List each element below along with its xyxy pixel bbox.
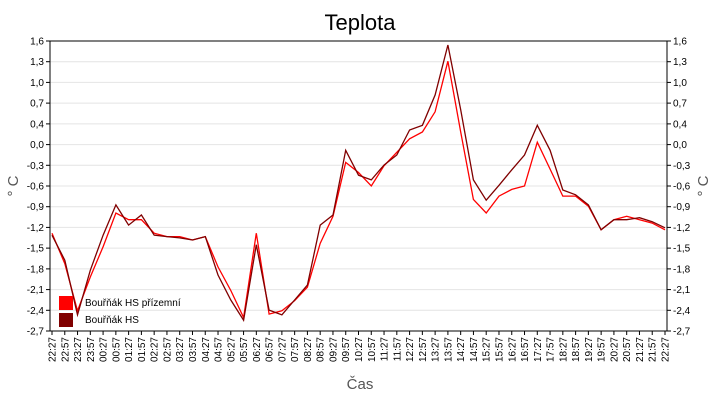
y-tick-label: -1,5 [27, 244, 45, 255]
y-tick-label: -0,6 [27, 182, 45, 193]
y2-tick-label: -0,3 [673, 161, 691, 172]
y2-tick-label: 1,6 [673, 37, 687, 48]
x-tick-label: 03:57 [188, 337, 199, 362]
x-tick-label: 02:57 [162, 337, 173, 362]
y-axis-label: ° C [5, 175, 22, 196]
x-tick-label: 14:27 [456, 337, 467, 362]
x-tick-label: 09:27 [328, 337, 339, 362]
x-tick-label: 00:27 [99, 337, 110, 362]
y-tick-label: 0,0 [30, 140, 44, 151]
y-tick-label: -0,3 [27, 161, 45, 172]
x-tick-label: 22:57 [60, 337, 71, 362]
x-tick-label: 15:27 [482, 337, 493, 362]
legend-label: Bouřňák HS přízemní [85, 298, 181, 309]
y-tick-label: 0,4 [30, 119, 44, 130]
y2-tick-label: 1,0 [673, 78, 687, 89]
x-tick-label: 14:57 [469, 337, 480, 362]
y2-tick-label: 0,4 [673, 119, 687, 130]
x-tick-label: 23:27 [73, 337, 84, 362]
y-tick-label: -2,7 [27, 327, 45, 338]
x-tick-label: 05:27 [226, 337, 237, 362]
y2-tick-label: 1,3 [673, 57, 687, 68]
x-tick-label: 11:27 [380, 337, 391, 362]
x-tick-label: 20:27 [609, 337, 620, 362]
x-tick-label: 03:27 [175, 337, 186, 362]
x-tick-label: 13:57 [443, 337, 454, 362]
x-tick-label: 06:27 [252, 337, 263, 362]
y2-tick-label: -0,9 [673, 202, 691, 213]
legend-label: Bouřňák HS [85, 315, 139, 326]
x-tick-label: 10:27 [354, 337, 365, 362]
y-tick-label: -0,9 [27, 202, 45, 213]
x-tick-label: 16:57 [520, 337, 531, 362]
x-tick-label: 07:57 [290, 337, 301, 362]
x-tick-label: 04:57 [214, 337, 225, 362]
y2-tick-label: -2,4 [673, 306, 691, 317]
series-line [51, 44, 666, 322]
x-tick-label: 17:27 [533, 337, 544, 362]
y-tick-label: -2,4 [27, 306, 45, 317]
y2-tick-label: -1,8 [673, 264, 691, 275]
x-tick-label: 08:27 [303, 337, 314, 362]
y2-tick-label: 0,0 [673, 140, 687, 151]
y2-tick-label: -2,7 [673, 327, 691, 338]
x-tick-label: 18:27 [558, 337, 569, 362]
x-tick-label: 05:57 [239, 337, 250, 362]
x-tick-label: 02:27 [150, 337, 161, 362]
series-line [51, 61, 666, 320]
x-tick-label: 15:57 [494, 337, 505, 362]
y2-tick-label: 0,7 [673, 99, 687, 110]
x-tick-label: 20:57 [622, 337, 633, 362]
x-tick-label: 09:57 [341, 337, 352, 362]
y2-tick-label: -0,6 [673, 182, 691, 193]
x-tick-label: 19:57 [597, 337, 608, 362]
x-tick-label: 10:57 [367, 337, 378, 362]
x-tick-label: 01:57 [137, 337, 148, 362]
y-tick-label: -1,8 [27, 264, 45, 275]
x-tick-label: 00:57 [111, 337, 122, 362]
x-tick-label: 17:57 [546, 337, 557, 362]
x-tick-label: 13:27 [431, 337, 442, 362]
x-tick-label: 22:27 [661, 337, 672, 362]
y-tick-label: 0,7 [30, 99, 44, 110]
y-tick-label: 1,3 [30, 57, 44, 68]
x-tick-label: 21:27 [635, 337, 646, 362]
x-tick-label: 16:27 [507, 337, 518, 362]
y-tick-label: 1,0 [30, 78, 44, 89]
y2-tick-label: -1,5 [673, 244, 691, 255]
legend-swatch [59, 313, 73, 327]
x-tick-label: 01:27 [124, 337, 135, 362]
x-tick-label: 18:57 [571, 337, 582, 362]
x-tick-label: 21:57 [648, 337, 659, 362]
y-tick-label: -1,2 [27, 223, 45, 234]
y-tick-label: 1,6 [30, 37, 44, 48]
y2-tick-label: -2,1 [673, 285, 691, 296]
y2-axis-label: ° C [695, 175, 712, 196]
x-tick-label: 04:27 [201, 337, 212, 362]
legend-swatch [59, 296, 73, 310]
x-tick-label: 22:27 [48, 337, 59, 362]
y2-tick-label: -1,2 [673, 223, 691, 234]
x-tick-label: 07:27 [277, 337, 288, 362]
x-tick-label: 08:57 [316, 337, 327, 362]
x-axis-label: Čas [347, 376, 374, 393]
x-tick-label: 11:57 [392, 337, 403, 362]
x-tick-label: 19:27 [584, 337, 595, 362]
y-tick-label: -2,1 [27, 285, 45, 296]
chart-title: Teplota [325, 10, 397, 35]
x-tick-label: 12:27 [405, 337, 416, 362]
x-tick-label: 06:57 [265, 337, 276, 362]
x-tick-label: 23:57 [86, 337, 97, 362]
x-tick-label: 12:57 [418, 337, 429, 362]
